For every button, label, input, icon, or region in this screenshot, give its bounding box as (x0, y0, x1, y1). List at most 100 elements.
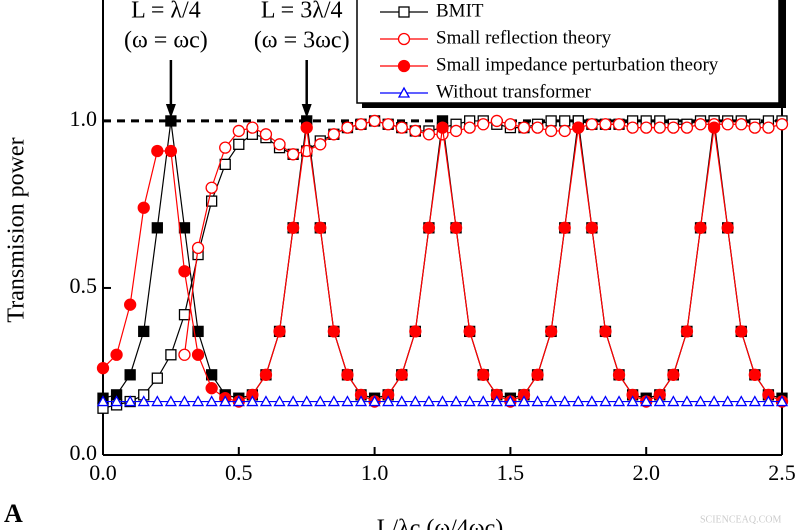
marker (314, 395, 327, 407)
marker (409, 395, 422, 407)
marker (585, 395, 598, 407)
legend-label: Without transformer (436, 81, 592, 102)
marker (178, 395, 191, 407)
marker (626, 121, 639, 134)
marker (124, 298, 137, 311)
marker (397, 86, 411, 98)
marker (707, 395, 721, 407)
marker (531, 121, 544, 134)
marker (300, 121, 313, 134)
legend-label: Small impedance perturbation theory (436, 54, 719, 75)
marker (694, 221, 707, 234)
marker (151, 144, 164, 158)
marker (558, 395, 571, 407)
marker (585, 221, 599, 234)
marker (259, 128, 273, 141)
marker (124, 369, 136, 381)
marker (572, 121, 585, 134)
marker (612, 118, 626, 131)
marker (667, 395, 680, 407)
series-line (102, 127, 783, 403)
marker (490, 395, 503, 407)
marker (178, 348, 191, 361)
marker (721, 395, 734, 407)
marker (205, 195, 218, 207)
marker (762, 121, 775, 134)
marker (232, 395, 245, 407)
marker (273, 138, 286, 151)
marker (463, 395, 476, 407)
marker (191, 348, 205, 361)
marker (286, 221, 300, 234)
x-tick-label: 0.5 (225, 460, 253, 485)
marker (667, 121, 680, 134)
marker (191, 395, 205, 407)
marker (531, 395, 544, 407)
marker (395, 368, 408, 381)
annotation: (ω = 3ωc) (254, 28, 350, 54)
watermark: SCIENCEAQ.COM (700, 514, 782, 525)
marker (599, 325, 612, 338)
marker (219, 141, 232, 154)
marker (504, 395, 517, 407)
marker (205, 395, 218, 407)
marker (286, 148, 300, 161)
marker (273, 395, 286, 407)
marker (110, 348, 123, 361)
marker (490, 114, 503, 128)
marker (314, 138, 327, 151)
y-tick-label: 1.0 (70, 106, 98, 131)
marker (612, 395, 626, 407)
marker (477, 368, 490, 381)
marker (463, 121, 476, 134)
marker (327, 395, 340, 407)
marker (559, 115, 571, 127)
marker (449, 124, 463, 138)
marker (748, 395, 761, 407)
marker (735, 118, 748, 131)
annotation-arrowhead (301, 104, 312, 118)
legend-box (356, 0, 780, 104)
marker (504, 118, 517, 131)
marker (178, 265, 191, 278)
x-axis-label: L/λc (ω/4ωc) (377, 516, 504, 530)
marker (395, 395, 408, 407)
marker (707, 121, 721, 134)
marker (192, 325, 204, 338)
marker (544, 325, 558, 338)
marker (422, 395, 436, 407)
marker (667, 368, 680, 381)
marker (137, 201, 150, 214)
marker (721, 221, 734, 234)
marker (178, 222, 191, 234)
marker (409, 325, 422, 338)
marker (640, 395, 653, 407)
marker (354, 118, 368, 131)
marker (585, 118, 599, 131)
marker (395, 121, 408, 134)
marker (748, 368, 761, 381)
series-line (183, 120, 783, 355)
marker (124, 395, 137, 407)
y-tick-label: 0.0 (70, 440, 98, 465)
marker (612, 368, 626, 381)
x-tick-label: 1.0 (361, 460, 389, 485)
marker (558, 124, 571, 138)
marker (599, 395, 612, 407)
marker (545, 115, 557, 127)
annotation-arrowhead (165, 104, 176, 118)
marker (191, 241, 205, 255)
marker (137, 395, 150, 407)
marker (463, 325, 476, 338)
marker (341, 395, 354, 407)
marker (694, 395, 707, 407)
x-tick-label: 0.0 (89, 460, 117, 485)
marker (397, 32, 411, 46)
marker (558, 221, 571, 234)
marker (164, 144, 178, 158)
marker (327, 325, 341, 338)
marker (219, 158, 231, 171)
marker (599, 118, 612, 131)
marker (341, 121, 354, 134)
marker (205, 181, 218, 194)
